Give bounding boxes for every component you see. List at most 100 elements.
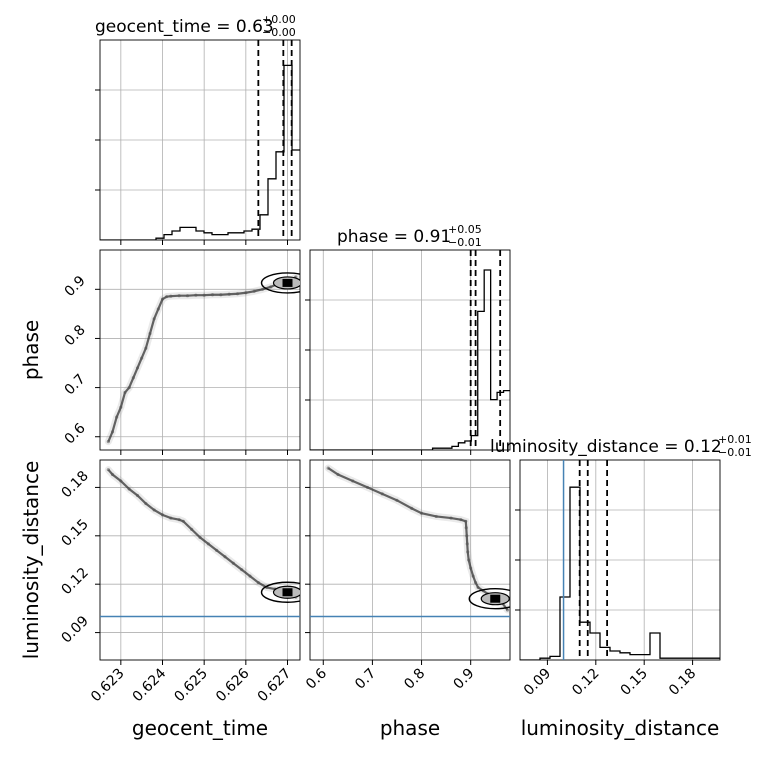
samples-geocent_time_vs_phase bbox=[104, 272, 300, 446]
title-luminosity-distance: luminosity_distance = 0.12 bbox=[490, 437, 722, 457]
sample-point bbox=[326, 466, 330, 470]
title-luminosity-distance-sup: +0.01 bbox=[718, 433, 752, 446]
xtick-label-geocent_time: 0.623 bbox=[88, 666, 128, 706]
ytick-label-phase: 0.6 bbox=[62, 420, 89, 447]
sample-point bbox=[219, 293, 223, 297]
panel-phase-hist bbox=[305, 249, 511, 451]
sample-point bbox=[177, 294, 181, 298]
histogram-luminosity_distance bbox=[520, 486, 720, 660]
panel-geocent_time-vs-phase bbox=[99, 249, 301, 451]
sample-point bbox=[410, 506, 414, 510]
ytick-label-phase: 0.8 bbox=[62, 322, 89, 349]
sample-point bbox=[119, 479, 123, 483]
xtick-label-luminosity_distance: 0.12 bbox=[569, 666, 602, 699]
sample-point bbox=[365, 485, 370, 490]
panel-frame bbox=[99, 39, 301, 241]
sample-point bbox=[127, 487, 131, 491]
sample-point bbox=[152, 317, 156, 321]
sample-point bbox=[395, 498, 399, 502]
density-peak bbox=[282, 278, 293, 287]
sample-point bbox=[110, 472, 115, 477]
title-phase-sub: −0.01 bbox=[448, 236, 482, 249]
sample-point bbox=[106, 440, 110, 444]
contour-outer bbox=[260, 272, 300, 294]
ytick-label-phase: 0.7 bbox=[62, 371, 89, 398]
xtick-label-geocent_time: 0.626 bbox=[213, 665, 253, 705]
title-phase-sup: +0.05 bbox=[448, 223, 482, 236]
panel-luminosity_distance-hist bbox=[515, 459, 721, 661]
samples-phase_vs_luminosity_distance bbox=[324, 464, 510, 614]
sample-point bbox=[169, 294, 173, 298]
sample-band bbox=[104, 273, 300, 446]
sample-point bbox=[165, 295, 169, 299]
xlabel-geocent-time: geocent_time bbox=[132, 716, 268, 740]
xtick-label-phase: 0.7 bbox=[352, 666, 379, 693]
xtick-label-phase: 0.8 bbox=[401, 666, 428, 693]
sample-point bbox=[127, 385, 131, 390]
sample-point bbox=[252, 289, 256, 293]
histogram-phase bbox=[310, 269, 510, 450]
sample-point bbox=[169, 516, 173, 520]
sample-point bbox=[434, 514, 438, 519]
sample-point bbox=[210, 293, 215, 297]
sample-trace bbox=[107, 468, 297, 598]
ytick-label-luminosity_distance: 0.15 bbox=[58, 516, 91, 549]
sample-point bbox=[110, 430, 115, 434]
title-luminosity-distance-sub: −0.01 bbox=[718, 446, 752, 459]
sample-point bbox=[449, 516, 453, 520]
xtick-label-phase: 0.6 bbox=[303, 665, 330, 692]
xtick-label-geocent_time: 0.625 bbox=[171, 666, 211, 706]
sample-point bbox=[190, 527, 194, 531]
sample-point bbox=[185, 294, 190, 298]
xtick-label-geocent_time: 0.624 bbox=[130, 665, 170, 705]
panel-geocent_time-hist bbox=[95, 39, 301, 241]
panel-frame bbox=[519, 459, 721, 661]
sample-trace bbox=[107, 276, 297, 443]
sample-point bbox=[152, 508, 156, 512]
sample-point bbox=[131, 376, 135, 380]
panel-geocent_time-vs-luminosity_distance bbox=[99, 459, 301, 661]
ylabel-phase: phase bbox=[19, 320, 43, 380]
sample-trace bbox=[327, 467, 509, 611]
xtick-label-geocent_time: 0.627 bbox=[255, 666, 295, 706]
density-peak bbox=[490, 594, 501, 603]
sample-point bbox=[223, 555, 227, 559]
sample-band bbox=[104, 466, 300, 601]
sample-point bbox=[231, 561, 235, 565]
sample-point bbox=[148, 331, 152, 336]
sample-point bbox=[194, 293, 198, 297]
sample-point bbox=[177, 518, 181, 522]
sample-point bbox=[336, 472, 340, 477]
sample-point bbox=[260, 287, 265, 291]
sample-point bbox=[476, 585, 480, 590]
sample-point bbox=[181, 519, 185, 523]
sample-point bbox=[160, 297, 165, 301]
title-geocent-time: geocent_time = 0.63 bbox=[95, 17, 274, 37]
sample-point bbox=[106, 468, 110, 472]
sample-point bbox=[467, 558, 471, 562]
sample-point bbox=[135, 493, 140, 498]
sample-point bbox=[215, 548, 219, 552]
sample-point bbox=[144, 346, 148, 350]
sample-point bbox=[380, 492, 384, 496]
ytick-label-luminosity_distance: 0.18 bbox=[58, 468, 91, 501]
sample-point bbox=[202, 293, 206, 297]
density-peak bbox=[282, 588, 293, 597]
histogram-geocent_time bbox=[100, 64, 300, 240]
sample-point bbox=[419, 511, 424, 515]
sample-point bbox=[466, 550, 470, 554]
sample-point bbox=[465, 534, 469, 538]
ylabel-luminosity-distance: luminosity_distance bbox=[19, 461, 43, 660]
sample-point bbox=[123, 390, 127, 395]
xlabel-phase: phase bbox=[380, 716, 440, 740]
sample-point bbox=[469, 566, 473, 570]
sample-point bbox=[505, 608, 510, 612]
sample-point bbox=[244, 291, 248, 295]
sample-point bbox=[474, 580, 478, 585]
ytick-label-phase: 0.9 bbox=[62, 273, 89, 300]
xtick-label-phase: 0.9 bbox=[450, 666, 477, 693]
sample-point bbox=[115, 415, 119, 419]
sample-point bbox=[160, 513, 165, 517]
title-geocent-time-sup: +0.00 bbox=[262, 13, 296, 26]
sample-point bbox=[248, 574, 252, 578]
